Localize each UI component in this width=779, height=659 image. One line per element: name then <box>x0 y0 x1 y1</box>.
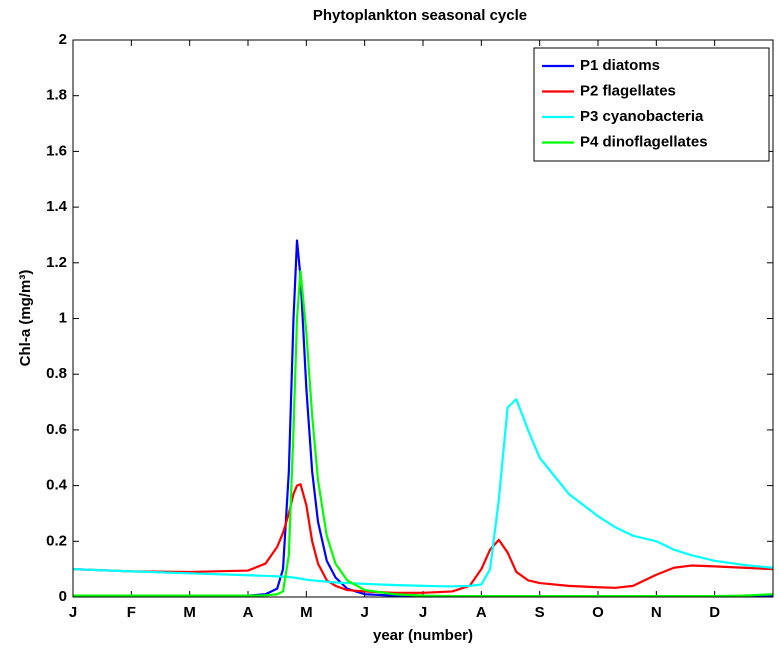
y-axis-label: Chl-a (mg/m³) <box>17 270 34 367</box>
y-tick-label: 1 <box>59 309 67 326</box>
x-tick-label: J <box>360 604 368 621</box>
chart-title: Phytoplankton seasonal cycle <box>313 7 527 24</box>
y-tick-label: 0.2 <box>46 532 67 549</box>
y-tick-label: 1.4 <box>46 198 68 215</box>
y-tick-label: 0 <box>59 588 67 605</box>
data-line <box>72 398 774 588</box>
y-tick-label: 0.6 <box>46 421 67 438</box>
data-line <box>72 483 774 594</box>
x-tick-label: N <box>651 604 662 621</box>
x-tick-label: M <box>300 604 313 621</box>
x-tick-label: J <box>419 604 427 621</box>
legend-label: P4 dinoflagellates <box>580 133 708 150</box>
x-tick-label: A <box>476 604 487 621</box>
legend: P1 diatoms P2 flagellates P3 cyanobacteria… <box>533 47 770 162</box>
x-tick-label: F <box>127 604 136 621</box>
x-tick-label: M <box>183 604 196 621</box>
x-tick-label: J <box>69 604 77 621</box>
x-tick-label: A <box>243 604 254 621</box>
y-tick-label: 0.8 <box>46 365 67 382</box>
legend-label: P3 cyanobacteria <box>580 108 704 125</box>
y-tick-label: 1.2 <box>46 254 67 271</box>
y-tick-label: 0.4 <box>46 477 68 494</box>
legend-label: P2 flagellates <box>580 82 676 99</box>
x-tick-label: S <box>535 604 545 621</box>
y-tick-label: 1.6 <box>46 142 67 159</box>
x-axis-label: year (number) <box>373 627 473 644</box>
plot-frame <box>72 39 774 598</box>
x-tick-label: O <box>592 604 604 621</box>
legend-label: P1 diatoms <box>580 57 660 74</box>
x-tick-label: D <box>709 604 720 621</box>
y-tick-label: 1.8 <box>46 87 67 104</box>
data-line <box>73 239 774 598</box>
y-tick-label: 2 <box>59 31 67 48</box>
data-line <box>73 270 774 598</box>
